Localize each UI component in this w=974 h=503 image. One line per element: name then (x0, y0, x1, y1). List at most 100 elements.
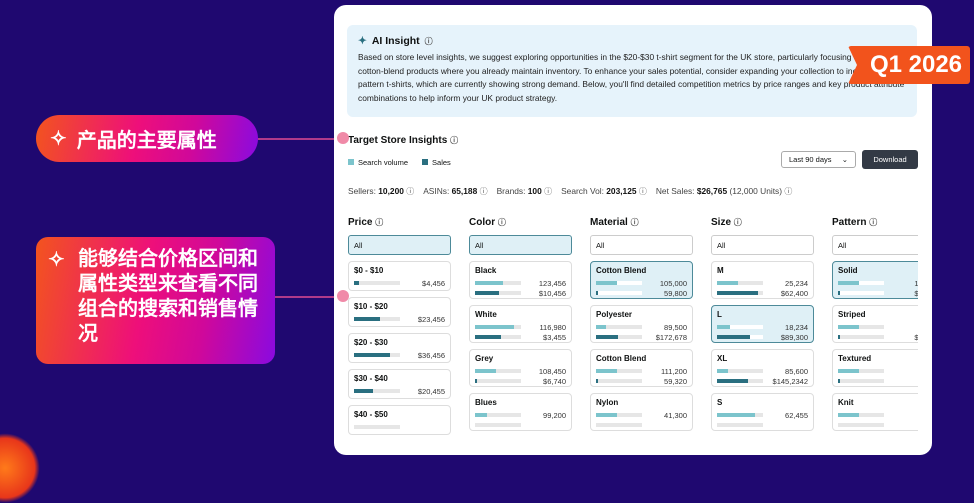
callout-text: 产品的主要属性 (76, 130, 217, 152)
info-icon[interactable]: ⓘ (497, 218, 506, 227)
ai-insight-title: AI Insight (371, 35, 420, 47)
date-range-select[interactable]: Last 90 days ⌄ (781, 151, 856, 168)
price-range-item[interactable]: $30 - $40 $20,455 (348, 369, 451, 399)
legend-search: Search volume (348, 158, 408, 167)
sales-bar (596, 423, 642, 427)
stat-item: Brands: 100 ⓘ (496, 186, 553, 196)
search-bar (596, 325, 642, 329)
search-bar (717, 281, 763, 285)
price-range-item[interactable]: $40 - $50 (348, 405, 451, 435)
search-bar (717, 413, 763, 417)
sales-bar (838, 379, 884, 383)
search-bar (596, 281, 642, 285)
sales-bar (596, 335, 642, 339)
stat-item: Search Vol: 203,125 ⓘ (561, 186, 647, 196)
callout-attributes: ✧ 产品的主要属性 (36, 115, 258, 162)
search-bar (475, 369, 521, 373)
attribute-item[interactable]: Striped 73, $12, (832, 305, 918, 343)
sales-bar (354, 425, 400, 429)
info-icon[interactable]: ⓘ (630, 218, 639, 227)
ai-insight-text: Based on store level insights, we sugges… (358, 52, 906, 103)
column-price: Price ⓘ All $0 - $10 $4,456 $10 - $20 $23,456… (348, 217, 451, 455)
price-range-item[interactable]: $0 - $10 $4,456 (348, 261, 451, 291)
ai-insight-box: ✦ AI Insight ⓘ Based on store level insigh… (347, 25, 917, 117)
sales-bar (354, 317, 400, 321)
info-icon[interactable]: ⓘ (869, 218, 878, 227)
attribute-item[interactable]: Black 123,456 $10,456 (469, 261, 572, 299)
legend-sales: Sales (422, 158, 451, 167)
info-icon[interactable]: ⓘ (733, 218, 742, 227)
sales-bar (475, 423, 521, 427)
quarter-badge: Q1 2026 (848, 46, 970, 84)
attribute-item[interactable]: Blues 99,200 (469, 393, 572, 431)
connector-line (275, 296, 342, 298)
info-icon[interactable]: ⓘ (544, 187, 553, 196)
search-bar (475, 413, 521, 417)
price-range-item[interactable]: $20 - $30 $36,456 (348, 333, 451, 363)
attribute-item[interactable]: Grey 108,450 $6,740 (469, 349, 572, 387)
info-icon[interactable]: ⓘ (406, 187, 415, 196)
search-bar (838, 413, 884, 417)
attribute-columns: Price ⓘ All $0 - $10 $4,456 $10 - $20 $23,456… (348, 217, 918, 455)
stat-item: Sellers: 10,200 ⓘ (348, 186, 415, 196)
sales-bar (717, 335, 763, 339)
filter-all[interactable]: All (711, 235, 814, 255)
attribute-item[interactable]: Nylon 41,300 (590, 393, 693, 431)
search-bar (717, 325, 763, 329)
sales-bar (717, 423, 763, 427)
help-icon[interactable]: ⓘ (424, 36, 433, 46)
info-icon[interactable]: ⓘ (479, 187, 488, 196)
connector-dot (337, 290, 349, 302)
attribute-item[interactable]: S 62,455 (711, 393, 814, 431)
sales-bar (838, 291, 884, 295)
price-range-item[interactable]: $10 - $20 $23,456 (348, 297, 451, 327)
attribute-item[interactable]: Cotton Blend 105,000 59,800 (590, 261, 693, 299)
attribute-item[interactable]: XL 85,600 $145,2342 (711, 349, 814, 387)
filter-all[interactable]: All (469, 235, 572, 255)
attribute-item[interactable]: Polyester 89,500 $172,678 (590, 305, 693, 343)
attribute-item[interactable]: Solid 129, $10, (832, 261, 918, 299)
attribute-item[interactable]: Cotton Blend 111,200 59,320 (590, 349, 693, 387)
sparkle-icon: ✧ (48, 249, 65, 271)
callout-combinations: ✧ 能够结合价格区间和属性类型来查看不同组合的搜索和销售情况 (36, 237, 275, 364)
info-icon[interactable]: ⓘ (638, 187, 647, 196)
sparkle-icon: ✦ (358, 35, 367, 47)
help-icon[interactable]: ⓘ (450, 136, 459, 145)
sales-bar (596, 379, 642, 383)
search-bar (475, 325, 521, 329)
sales-bar (596, 291, 642, 295)
decorative-glow (0, 433, 40, 503)
download-button[interactable]: Download (862, 150, 918, 169)
sales-bar (354, 353, 400, 357)
search-bar (838, 369, 884, 373)
filter-all[interactable]: All (348, 235, 451, 255)
sales-bar (717, 379, 763, 383)
info-icon[interactable]: ⓘ (784, 187, 793, 196)
stat-item: ASINs: 65,188 ⓘ (423, 186, 488, 196)
search-bar (838, 281, 884, 285)
search-bar (475, 281, 521, 285)
attribute-item[interactable]: L 18,234 $89,300 (711, 305, 814, 343)
search-bar (838, 325, 884, 329)
search-bar (596, 369, 642, 373)
chevron-down-icon: ⌄ (841, 155, 848, 164)
attribute-item[interactable]: Knit 36, (832, 393, 918, 431)
filter-all[interactable]: All (832, 235, 918, 255)
callout-text: 能够结合价格区间和属性类型来查看不同组合的搜索和销售情况 (78, 248, 258, 345)
section-title: Target Store Insights ⓘ (348, 135, 459, 146)
search-bar (717, 369, 763, 373)
column-color: Color ⓘ All Black 123,456 $10,456 White 116… (469, 217, 572, 455)
attribute-item[interactable]: White 116,980 $3,455 (469, 305, 572, 343)
sales-bar (354, 389, 400, 393)
sales-bar (475, 379, 521, 383)
sales-bar (717, 291, 763, 295)
attribute-item[interactable]: M 25,234 $62,400 (711, 261, 814, 299)
info-icon[interactable]: ⓘ (375, 218, 384, 227)
sales-bar (838, 335, 884, 339)
sales-bar (475, 335, 521, 339)
legend: Search volume Sales (348, 158, 451, 167)
filter-all[interactable]: All (590, 235, 693, 255)
attribute-item[interactable]: Textured 58, 59, (832, 349, 918, 387)
search-bar (596, 413, 642, 417)
